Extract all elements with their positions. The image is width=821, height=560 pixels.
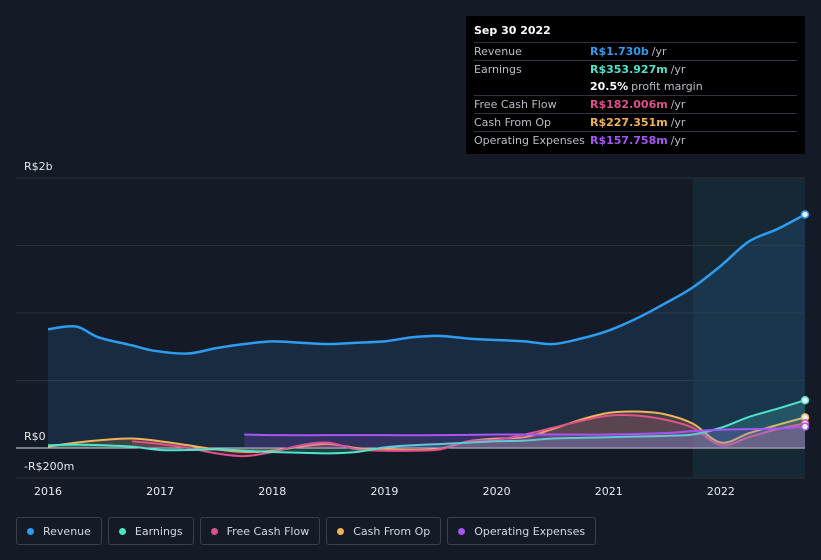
revenue-line: [47, 213, 806, 355]
y-tick-zero: R$0: [24, 430, 46, 443]
y-tick-bottom: -R$200m: [24, 460, 75, 473]
tooltip-row-value: R$182.006m: [590, 98, 668, 111]
tooltip-rows: Revenue R$1.730b/yr Earnings R$353.927m/yr 2…: [474, 43, 797, 149]
tooltip-row-label: [474, 78, 590, 95]
x-tick-label: 2018: [258, 485, 287, 498]
legend-item-cash-from-op[interactable]: Cash From Op: [326, 517, 442, 545]
earnings-area: [48, 400, 805, 454]
tooltip-row-unit: profit margin: [631, 80, 703, 93]
tooltip-date: Sep 30 2022: [474, 23, 797, 43]
tooltip-row: Revenue R$1.730b/yr: [474, 43, 797, 61]
series-layer: [47, 213, 806, 458]
earnings-end-marker: [800, 395, 810, 405]
legend-dot-icon: [337, 527, 345, 535]
tooltip-row-label: Earnings: [474, 63, 522, 76]
operating-expenses-line: [244, 425, 806, 437]
legend-dot-icon: [210, 527, 218, 535]
tooltip-row-value: R$353.927m: [590, 63, 668, 76]
tooltip-row: Earnings R$353.927m/yr: [474, 61, 797, 78]
tooltip-row-value: 20.5%: [590, 80, 629, 93]
tooltip-row-value: R$1.730b: [590, 45, 649, 58]
legend-item-operating-expenses[interactable]: Operating Expenses: [447, 517, 597, 545]
tooltip-row: 20.5% profit margin: [474, 78, 797, 96]
earnings-line: [47, 399, 806, 455]
revenue-end-marker: [800, 210, 810, 219]
x-tick-label: 2020: [482, 485, 511, 498]
cash-from-op-area: [48, 411, 805, 453]
tooltip-row-unit: /yr: [670, 63, 686, 76]
legend: Revenue Earnings Free Cash Flow Cash From O…: [16, 517, 597, 545]
tooltip-row-value: R$227.351m: [590, 116, 668, 129]
end-markers: [800, 210, 810, 431]
legend-label: Cash From Op: [353, 524, 431, 538]
legend-dot-icon: [27, 527, 34, 535]
legend-label: Earnings: [134, 524, 183, 538]
operating-expenses-end-marker: [800, 422, 810, 431]
tooltip-row: Free Cash Flow R$182.006m/yr: [474, 96, 797, 114]
revenue-area: [48, 214, 805, 448]
y-tick-top: R$2b: [24, 160, 53, 173]
tooltip-row-label: Operating Expenses: [474, 134, 585, 147]
legend-dot-icon: [118, 527, 126, 535]
legend-item-earnings[interactable]: Earnings: [107, 517, 194, 545]
tooltip-row-label: Revenue: [474, 45, 522, 58]
legend-label: Free Cash Flow: [226, 524, 310, 538]
operating-expenses-area: [244, 426, 805, 448]
x-tick-label: 2019: [370, 485, 399, 498]
tooltip-row-unit: /yr: [670, 116, 686, 129]
x-tick-label: 2021: [594, 485, 623, 498]
tooltip-row: Cash From Op R$227.351m/yr: [474, 114, 797, 132]
tooltip-row-unit: /yr: [670, 134, 686, 147]
grid: [16, 177, 805, 479]
legend-label: Revenue: [43, 524, 91, 538]
tooltip-row-label: Free Cash Flow: [474, 98, 557, 111]
tooltip-row-label: Cash From Op: [474, 116, 552, 129]
legend-item-revenue[interactable]: Revenue: [16, 517, 102, 545]
legend-item-free-cash-flow[interactable]: Free Cash Flow: [199, 517, 321, 545]
tooltip-panel: Sep 30 2022 Revenue R$1.730b/yr Earnings R$…: [466, 16, 805, 154]
tooltip-row-unit: /yr: [670, 98, 686, 111]
x-tick-label: 2016: [34, 485, 62, 498]
x-tick-label: 2017: [146, 485, 175, 498]
tooltip-row-unit: /yr: [651, 45, 667, 58]
tooltip-row-value: R$157.758m: [590, 134, 668, 147]
legend-dot-icon: [458, 527, 466, 535]
tooltip-row: Operating Expenses R$157.758m/yr: [474, 132, 797, 149]
free-cash-flow-line: [132, 414, 806, 458]
x-tick-label: 2022: [706, 485, 735, 498]
legend-label: Operating Expenses: [474, 524, 586, 538]
